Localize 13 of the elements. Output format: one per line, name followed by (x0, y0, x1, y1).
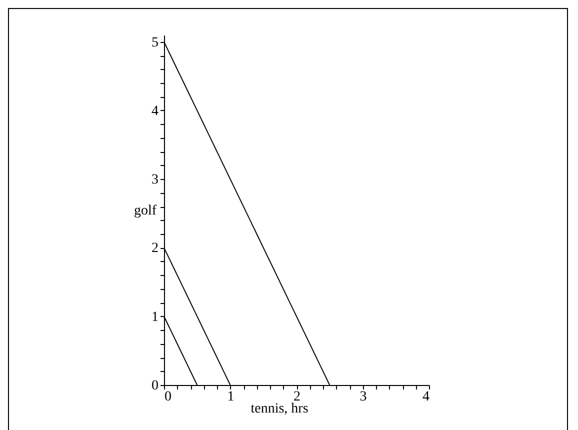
y-tick-label: 2 (152, 241, 158, 256)
x-tick-label: 4 (422, 390, 430, 404)
x-axis-title: tennis, hrs (250, 402, 308, 416)
y-tick-label: 3 (152, 172, 158, 188)
x-tick-label: 1 (227, 390, 234, 404)
y-axis-title: golf (134, 204, 157, 218)
y-tick-label: 1 (152, 310, 158, 325)
y-tick-label: 5 (152, 35, 158, 50)
x-tick-label: 2 (294, 390, 300, 404)
x-tick-label: 0 (164, 390, 172, 404)
y-tick-label: 4 (152, 104, 158, 119)
x-tick-label: 3 (360, 390, 367, 404)
y-tick-label: 0 (152, 378, 158, 394)
